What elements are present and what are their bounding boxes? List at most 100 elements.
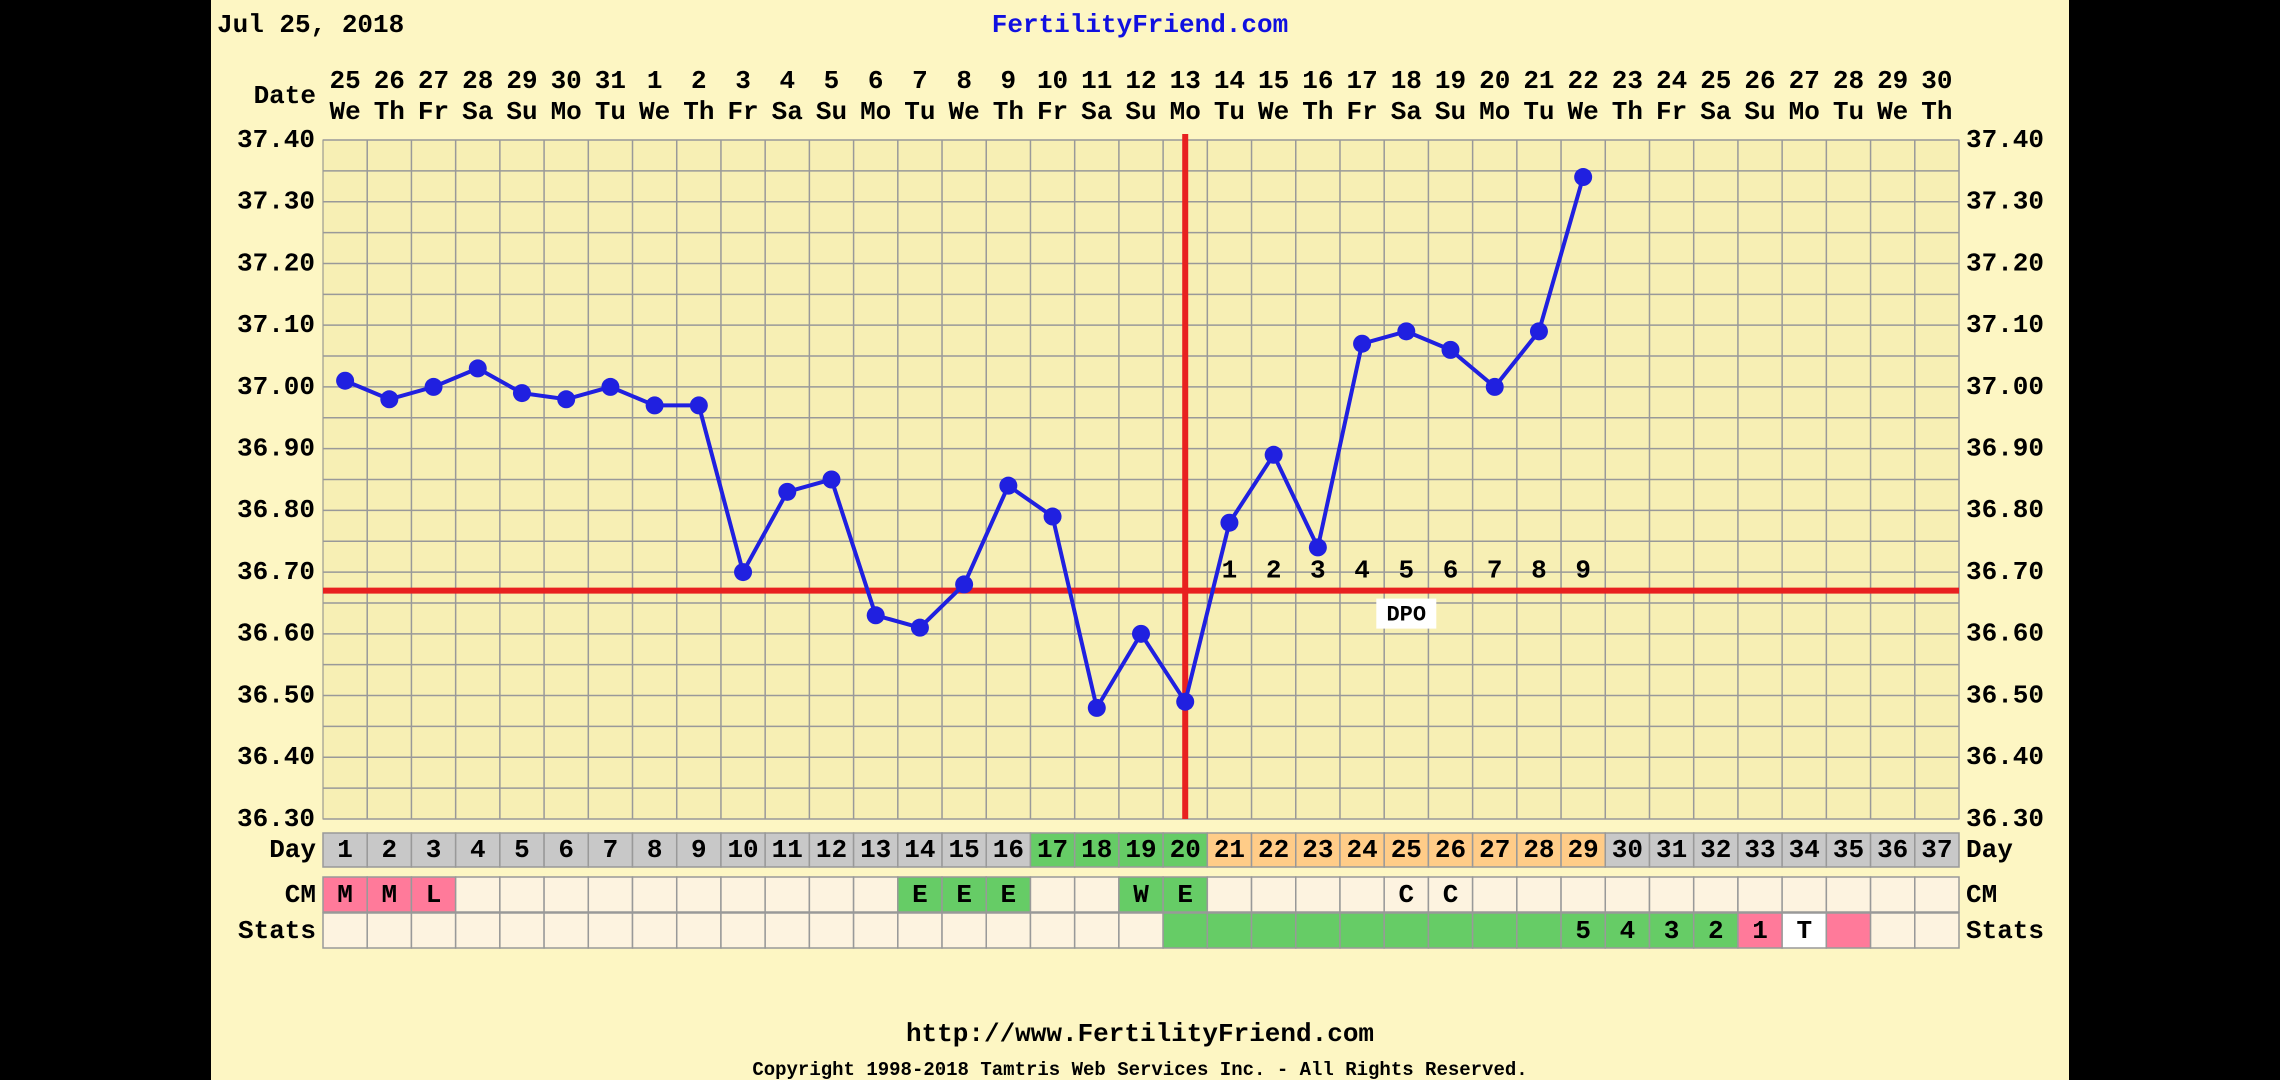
day-number: 25 bbox=[1391, 835, 1422, 865]
footer-copyright: Copyright 1998-2018 Tamtris Web Services… bbox=[752, 1059, 1527, 1080]
x-tick-label: 30 bbox=[1921, 66, 1952, 96]
weekday-label: Fr bbox=[1346, 97, 1377, 127]
weekday-label: Th bbox=[683, 97, 714, 127]
x-tick-label: 15 bbox=[1258, 66, 1289, 96]
row-cell bbox=[1383, 876, 1430, 913]
temperature-point bbox=[1574, 168, 1593, 187]
row-cell bbox=[1516, 876, 1562, 913]
day-number: 5 bbox=[514, 835, 530, 865]
temperature-point bbox=[1397, 322, 1416, 341]
day-number: 31 bbox=[1656, 835, 1687, 865]
x-tick-label: 26 bbox=[1744, 66, 1775, 96]
row-cell bbox=[499, 912, 545, 949]
row-cell bbox=[1604, 876, 1651, 913]
temperature-point bbox=[689, 396, 708, 415]
x-tick-label: 21 bbox=[1523, 66, 1554, 96]
day-number: 13 bbox=[860, 835, 891, 865]
x-tick-label: 9 bbox=[1001, 66, 1017, 96]
row-cell bbox=[410, 912, 457, 949]
day-number: 30 bbox=[1612, 835, 1643, 865]
weekday-label: Su bbox=[506, 97, 537, 127]
x-tick-label: 29 bbox=[506, 66, 537, 96]
header-site: FertilityFriend.com bbox=[992, 10, 1288, 40]
row-cell bbox=[941, 912, 987, 949]
temperature-point bbox=[1529, 322, 1548, 341]
y-tick-label: 36.80 bbox=[1966, 495, 2044, 525]
row-cell bbox=[587, 876, 634, 913]
y-tick-label: 36.90 bbox=[1966, 434, 2044, 464]
weekday-label: Th bbox=[374, 97, 405, 127]
day-number: 36 bbox=[1877, 835, 1908, 865]
row-cell bbox=[1560, 876, 1607, 913]
weekday-label: Mo bbox=[1479, 97, 1510, 127]
y-tick-label: 37.30 bbox=[1966, 187, 2044, 217]
x-tick-label: 7 bbox=[912, 66, 928, 96]
weekday-label: We bbox=[1258, 97, 1289, 127]
row-cell bbox=[1737, 876, 1783, 913]
weekday-label: Sa bbox=[462, 97, 493, 127]
row-cell bbox=[543, 876, 590, 913]
row-cell bbox=[1560, 912, 1607, 949]
row-cell bbox=[852, 876, 899, 913]
x-tick-label: 22 bbox=[1568, 66, 1599, 96]
row-cell bbox=[1471, 912, 1518, 949]
row-cell bbox=[1339, 912, 1385, 949]
row-cell bbox=[1250, 832, 1297, 868]
header-date: Jul 25, 2018 bbox=[217, 10, 404, 40]
row-cell bbox=[1692, 876, 1739, 913]
weekday-label: Su bbox=[1125, 97, 1156, 127]
y-tick-label: 36.30 bbox=[1966, 804, 2044, 834]
row-cell bbox=[1825, 832, 1872, 868]
cm-code: E bbox=[1001, 880, 1017, 910]
temperature-point bbox=[1087, 698, 1106, 717]
day-number: 12 bbox=[816, 835, 847, 865]
stats-code: T bbox=[1796, 916, 1812, 946]
row-cell bbox=[410, 876, 457, 913]
day-number: 9 bbox=[691, 835, 707, 865]
weekday-label: Fr bbox=[727, 97, 758, 127]
row-cell bbox=[1250, 912, 1297, 949]
x-tick-label: 18 bbox=[1391, 66, 1422, 96]
y-tick-label: 36.50 bbox=[237, 680, 315, 710]
day-number: 33 bbox=[1744, 835, 1775, 865]
cm-code: L bbox=[426, 880, 442, 910]
weekday-label: Sa bbox=[1081, 97, 1112, 127]
x-tick-label: 27 bbox=[1789, 66, 1820, 96]
x-tick-label: 16 bbox=[1302, 66, 1333, 96]
row-cell bbox=[764, 832, 811, 868]
weekday-label: Th bbox=[1612, 97, 1643, 127]
temperature-point bbox=[336, 371, 355, 390]
temperature-point bbox=[999, 476, 1018, 495]
weekday-label: We bbox=[329, 97, 360, 127]
row-cell bbox=[454, 912, 501, 949]
row-cell bbox=[1560, 832, 1607, 868]
row-cell bbox=[1118, 876, 1164, 913]
row-cell bbox=[1914, 832, 1960, 868]
x-tick-label: 2 bbox=[691, 66, 707, 96]
temperature-point bbox=[778, 482, 797, 501]
row-cell bbox=[322, 912, 368, 949]
weekday-label: We bbox=[949, 97, 980, 127]
row-cell bbox=[897, 912, 943, 949]
row-cell bbox=[1604, 832, 1651, 868]
row-cell bbox=[1692, 832, 1739, 868]
row-cell bbox=[1295, 876, 1341, 913]
row-cell bbox=[1383, 912, 1430, 949]
y-tick-label: 37.40 bbox=[1966, 125, 2044, 155]
day-number: 18 bbox=[1081, 835, 1112, 865]
row-cell bbox=[1162, 832, 1209, 868]
dpo-number: 2 bbox=[1266, 555, 1282, 585]
x-tick-label: 29 bbox=[1877, 66, 1908, 96]
row-cell bbox=[1118, 832, 1164, 868]
weekday-label: Su bbox=[1435, 97, 1466, 127]
temperature-point bbox=[557, 390, 576, 409]
row-cell bbox=[1073, 912, 1120, 949]
row-cell bbox=[1295, 832, 1341, 868]
weekday-label: Su bbox=[1744, 97, 1775, 127]
dpo-number: 1 bbox=[1222, 555, 1238, 585]
weekday-label: We bbox=[1877, 97, 1908, 127]
x-tick-label: 4 bbox=[779, 66, 795, 96]
y-tick-label: 37.00 bbox=[1966, 372, 2044, 402]
